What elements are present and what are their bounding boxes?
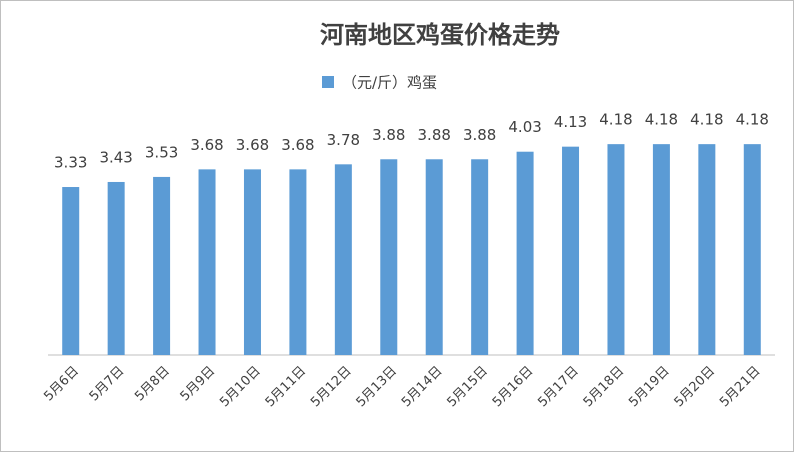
value-label: 3.78 bbox=[327, 131, 360, 149]
value-label: 3.68 bbox=[281, 136, 314, 154]
value-label: 3.53 bbox=[145, 143, 178, 161]
bar bbox=[471, 159, 489, 355]
value-label: 3.88 bbox=[418, 126, 451, 144]
bar bbox=[425, 159, 443, 355]
chart-title: 河南地区鸡蛋价格走势 bbox=[320, 21, 560, 49]
bar bbox=[516, 151, 534, 355]
value-label: 4.18 bbox=[736, 111, 769, 129]
legend-label: （元/斤）鸡蛋 bbox=[342, 74, 437, 92]
bar bbox=[289, 169, 307, 355]
value-label: 3.68 bbox=[190, 136, 223, 154]
value-label: 3.88 bbox=[463, 126, 496, 144]
bar bbox=[334, 164, 352, 355]
bar bbox=[153, 176, 171, 355]
legend-swatch bbox=[322, 76, 334, 88]
bar bbox=[62, 187, 80, 355]
bar bbox=[743, 144, 761, 355]
bar bbox=[698, 144, 716, 355]
value-label: 3.43 bbox=[99, 148, 132, 166]
bar bbox=[607, 144, 625, 355]
bar bbox=[562, 146, 580, 355]
bar bbox=[198, 169, 216, 355]
value-label: 4.13 bbox=[554, 113, 587, 131]
value-label: 4.18 bbox=[645, 111, 678, 129]
bar bbox=[243, 169, 261, 355]
bar bbox=[652, 144, 670, 355]
value-label: 4.03 bbox=[508, 118, 541, 136]
value-label: 4.18 bbox=[690, 111, 723, 129]
value-label: 3.33 bbox=[54, 154, 87, 172]
value-label: 3.68 bbox=[236, 136, 269, 154]
value-label: 4.18 bbox=[599, 111, 632, 129]
bar bbox=[380, 159, 398, 355]
bar bbox=[107, 181, 125, 355]
value-label: 3.88 bbox=[372, 126, 405, 144]
